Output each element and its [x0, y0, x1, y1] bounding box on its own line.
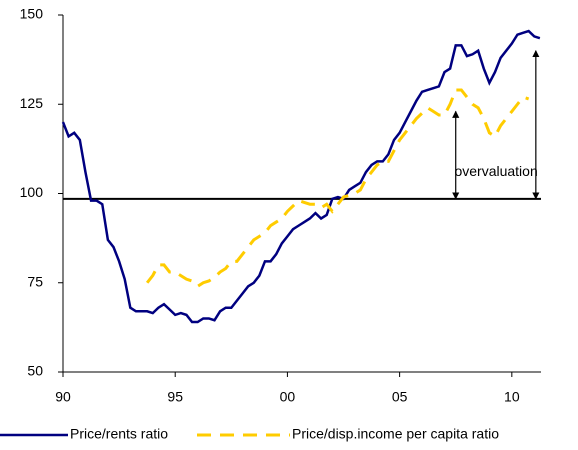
y-tick-label: 100: [20, 184, 44, 200]
y-tick-label: 125: [20, 95, 44, 111]
data-line: [145, 88, 530, 289]
legend-label: Price/disp.income per capita ratio: [292, 426, 499, 442]
legend-label: Price/rents ratio: [70, 426, 168, 442]
data-line: [61, 29, 541, 324]
y-tick-label: 75: [27, 273, 43, 289]
x-tick-label: 90: [55, 389, 71, 405]
y-tick-label: 50: [27, 363, 43, 379]
x-tick-label: 00: [280, 389, 296, 405]
annotation: overvaluation: [454, 163, 537, 179]
x-tick-label: 05: [392, 389, 408, 405]
x-tick-label: 10: [504, 389, 520, 405]
x-tick-label: 95: [167, 389, 183, 405]
y-tick-label: 150: [20, 6, 44, 22]
